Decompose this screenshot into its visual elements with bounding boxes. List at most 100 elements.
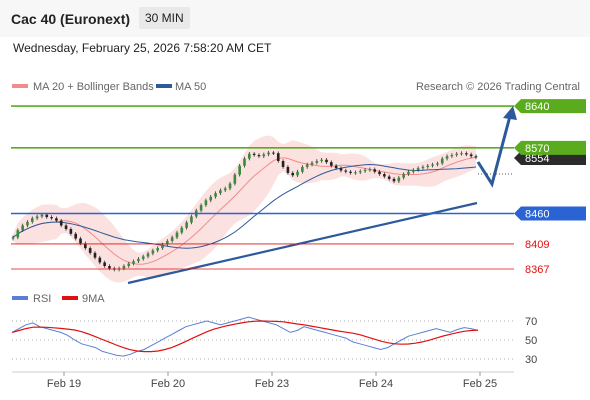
- candle: [209, 195, 213, 203]
- candle: [257, 153, 261, 158]
- candle: [402, 172, 405, 180]
- candle: [296, 169, 299, 178]
- candle-body: [204, 200, 208, 206]
- candle-body: [214, 193, 217, 197]
- candle-body: [252, 153, 256, 156]
- candle: [98, 255, 102, 265]
- candle-body: [349, 171, 352, 173]
- level-badge: [514, 99, 586, 114]
- candle-body: [88, 248, 92, 253]
- candle: [358, 169, 362, 175]
- candle: [64, 223, 68, 231]
- candle: [16, 228, 20, 240]
- candle: [407, 169, 410, 176]
- candle-body: [450, 155, 454, 157]
- candle: [339, 166, 343, 173]
- candle-body: [170, 237, 174, 241]
- candle: [465, 151, 468, 157]
- rsi-tick-label: 50: [525, 335, 537, 347]
- candle-body: [209, 196, 213, 201]
- ma20-legend-label: MA 20 + Bollinger Bands: [33, 81, 154, 93]
- candle: [450, 153, 454, 158]
- candle: [199, 203, 203, 213]
- candle-body: [465, 153, 468, 155]
- candle-body: [141, 256, 145, 259]
- candle: [238, 163, 241, 177]
- candle: [426, 163, 430, 169]
- candle: [440, 156, 444, 166]
- candle-body: [421, 166, 425, 169]
- candle-body: [397, 177, 401, 182]
- candle-body: [137, 258, 140, 262]
- candle-body: [146, 253, 150, 257]
- candle: [460, 151, 463, 156]
- candle: [84, 241, 87, 250]
- candle-body: [59, 220, 63, 226]
- ma50-line: [12, 163, 477, 249]
- candle-body: [383, 174, 386, 177]
- x-tick-label: Feb 19: [47, 378, 81, 390]
- level-badge: [514, 206, 586, 221]
- candle-body: [248, 153, 251, 159]
- candle: [387, 174, 391, 181]
- candle: [397, 175, 401, 184]
- candle: [11, 235, 15, 241]
- candle: [35, 214, 39, 221]
- candle: [344, 168, 348, 174]
- timeframe-badge[interactable]: 30 MIN: [139, 7, 190, 29]
- candle: [233, 172, 237, 186]
- candle-body: [35, 216, 39, 219]
- candle-body: [151, 250, 155, 254]
- candle-body: [30, 218, 34, 222]
- candle-body: [127, 263, 131, 267]
- candle: [373, 167, 377, 174]
- candle-body: [272, 152, 275, 154]
- candle: [383, 172, 386, 179]
- candle-body: [228, 183, 232, 189]
- x-tick-label: Feb 25: [463, 378, 497, 390]
- candle: [243, 156, 246, 168]
- candle-body: [436, 163, 439, 165]
- candle-body: [286, 166, 290, 173]
- candle: [88, 246, 92, 255]
- candle-body: [320, 159, 323, 161]
- level-8409: 8409: [11, 239, 549, 251]
- candle: [127, 261, 131, 268]
- candle: [185, 220, 188, 230]
- candle-body: [469, 154, 473, 157]
- candle-body: [354, 172, 357, 174]
- candle: [262, 152, 266, 158]
- ma20-legend-swatch: [12, 84, 28, 88]
- x-axis: Feb 19 Feb 20 Feb 23 Feb 24 Feb 25: [47, 372, 497, 390]
- candle: [93, 251, 97, 260]
- candle: [180, 226, 184, 235]
- candle-body: [334, 165, 338, 169]
- candle-body: [55, 218, 58, 221]
- rsi-ma-legend-label: 9MA: [82, 293, 105, 305]
- candle: [204, 198, 208, 207]
- watermark: Research © 2026 Trading Central: [416, 81, 580, 93]
- candle: [170, 235, 174, 243]
- candle-body: [378, 171, 381, 175]
- candle-body: [373, 169, 377, 172]
- rsi-line: [11, 316, 479, 357]
- candle: [281, 159, 285, 169]
- candle-body: [416, 168, 420, 170]
- level-8640: 8640: [11, 99, 586, 114]
- candle-body: [108, 266, 111, 269]
- candle: [166, 239, 169, 247]
- price-panel: [11, 135, 514, 285]
- level-badge: [514, 140, 586, 155]
- candle: [137, 257, 140, 264]
- candle: [305, 162, 309, 169]
- candle-body: [407, 171, 410, 175]
- candle-body: [84, 243, 87, 249]
- candle: [30, 216, 34, 224]
- level-8367: 8367: [11, 264, 549, 276]
- candle: [436, 161, 439, 167]
- candle: [267, 150, 270, 157]
- candle: [334, 163, 338, 170]
- candle-body: [21, 225, 24, 231]
- candle: [55, 216, 58, 223]
